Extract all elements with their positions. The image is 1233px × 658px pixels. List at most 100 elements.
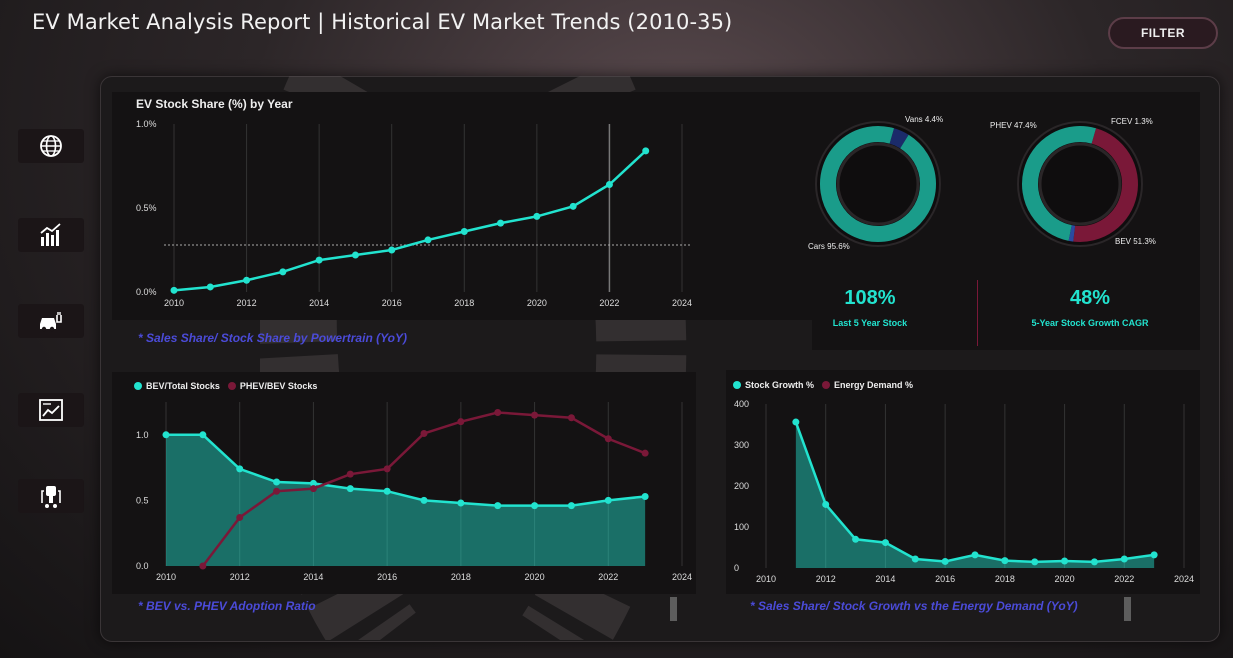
x-tick-label: 2022 bbox=[1114, 574, 1134, 584]
x-tick-label: 2012 bbox=[816, 574, 836, 584]
series-line bbox=[173, 149, 647, 292]
y-tick-label: 1.0% bbox=[136, 119, 157, 129]
ratio-link[interactable]: * BEV vs. PHEV Adoption Ratio bbox=[138, 599, 316, 613]
y-tick-label: 300 bbox=[734, 440, 749, 450]
legend-dot-stock-growth bbox=[733, 381, 741, 389]
nav-ev[interactable] bbox=[18, 304, 84, 338]
x-tick-label: 2018 bbox=[454, 298, 474, 308]
data-point bbox=[199, 562, 207, 570]
x-tick-label: 2016 bbox=[935, 574, 955, 584]
data-point bbox=[822, 500, 830, 508]
data-point bbox=[852, 535, 860, 543]
data-point bbox=[531, 411, 539, 419]
growth-link[interactable]: * Sales Share/ Stock Growth vs the Energ… bbox=[750, 599, 1078, 613]
donut1-label-cars: Cars 95.6% bbox=[808, 242, 850, 251]
y-tick-label: 0 bbox=[734, 563, 739, 573]
data-point bbox=[457, 499, 465, 507]
x-tick-label: 2022 bbox=[598, 572, 618, 582]
legend-bev-total: BEV/Total Stocks bbox=[146, 381, 220, 391]
kpi-cagr-value: 48% bbox=[1069, 287, 1111, 309]
ev-car-icon bbox=[40, 312, 62, 332]
vehicle-type-donut bbox=[815, 121, 941, 247]
data-point bbox=[273, 487, 281, 495]
donut-slice bbox=[1068, 225, 1076, 242]
data-point bbox=[206, 283, 214, 291]
nav-analytics[interactable] bbox=[18, 218, 84, 252]
x-tick-label: 2014 bbox=[303, 572, 323, 582]
kpi-last5-label: Last 5 Year Stock bbox=[832, 318, 908, 328]
data-point bbox=[911, 555, 919, 563]
ratio-legend: BEV/Total Stocks PHEV/BEV Stocks bbox=[134, 381, 317, 391]
data-point bbox=[383, 465, 391, 473]
data-point bbox=[1120, 555, 1128, 563]
series-area bbox=[166, 434, 646, 566]
data-point bbox=[881, 539, 889, 547]
donut-inner-ring bbox=[1038, 142, 1122, 226]
data-point bbox=[162, 431, 170, 439]
scroll-handle-left[interactable] bbox=[670, 597, 677, 621]
legend-stock-growth: Stock Growth % bbox=[745, 380, 815, 390]
nav-charging[interactable] bbox=[18, 479, 84, 513]
y-tick-label: 0.5% bbox=[136, 203, 157, 213]
filter-button[interactable]: FILTER bbox=[1108, 17, 1218, 49]
data-point bbox=[424, 236, 432, 244]
data-point bbox=[236, 465, 244, 473]
stock-share-link[interactable]: * Sales Share/ Stock Share by Powertrain… bbox=[138, 331, 407, 345]
x-tick-label: 2020 bbox=[1055, 574, 1075, 584]
data-point bbox=[315, 256, 323, 264]
x-tick-label: 2020 bbox=[527, 298, 547, 308]
donut-slice bbox=[1022, 126, 1097, 241]
data-point bbox=[420, 429, 428, 437]
data-point bbox=[567, 502, 575, 510]
legend-dot-phev bbox=[227, 382, 236, 390]
nav-trends[interactable] bbox=[18, 393, 84, 427]
y-tick-label: 0.5 bbox=[136, 495, 149, 505]
y-tick-label: 100 bbox=[734, 522, 749, 532]
data-point bbox=[604, 496, 612, 504]
growth-legend: Stock Growth % Energy Demand % bbox=[733, 380, 913, 390]
series-line bbox=[166, 433, 646, 507]
x-tick-label: 2016 bbox=[382, 298, 402, 308]
x-tick-label: 2010 bbox=[756, 574, 776, 584]
data-point bbox=[1090, 558, 1098, 566]
data-point bbox=[309, 479, 317, 487]
data-point bbox=[1150, 551, 1158, 559]
x-tick-label: 2016 bbox=[377, 572, 397, 582]
y-tick-label: 0.0 bbox=[136, 561, 149, 571]
x-tick-label: 2010 bbox=[156, 572, 176, 582]
donut1-label-vans: Vans 4.4% bbox=[905, 115, 944, 124]
data-point bbox=[420, 496, 428, 504]
x-tick-label: 2024 bbox=[672, 298, 692, 308]
data-point bbox=[971, 551, 979, 559]
legend-energy-demand: Energy Demand % bbox=[834, 380, 914, 390]
globe-icon bbox=[40, 135, 62, 157]
x-tick-label: 2018 bbox=[451, 572, 471, 582]
data-point bbox=[170, 286, 178, 294]
data-point bbox=[604, 435, 612, 443]
donut2-label-fcev: FCEV 1.3% bbox=[1111, 117, 1153, 126]
data-point bbox=[460, 228, 468, 236]
data-point bbox=[641, 449, 649, 457]
donut2-label-bev: BEV 51.3% bbox=[1115, 237, 1156, 246]
data-point bbox=[457, 418, 465, 426]
charging-station-icon bbox=[41, 486, 61, 508]
data-point bbox=[346, 485, 354, 493]
donut2-label-phev: PHEV 47.4% bbox=[990, 121, 1037, 130]
nav-globe[interactable] bbox=[18, 129, 84, 163]
data-point bbox=[351, 251, 359, 259]
data-point bbox=[273, 478, 281, 486]
x-tick-label: 2014 bbox=[309, 298, 329, 308]
data-point bbox=[567, 414, 575, 422]
donut-slice bbox=[1073, 128, 1138, 242]
x-tick-label: 2020 bbox=[525, 572, 545, 582]
data-point bbox=[1001, 557, 1009, 565]
y-tick-label: 1.0 bbox=[136, 430, 149, 440]
data-point bbox=[531, 502, 539, 510]
data-point bbox=[605, 180, 613, 188]
x-tick-label: 2010 bbox=[164, 298, 184, 308]
donut-slice bbox=[820, 126, 936, 242]
x-tick-label: 2022 bbox=[599, 298, 619, 308]
page-title: EV Market Analysis Report | Historical E… bbox=[32, 10, 733, 34]
data-point bbox=[792, 418, 800, 426]
scroll-handle-right[interactable] bbox=[1124, 597, 1131, 621]
